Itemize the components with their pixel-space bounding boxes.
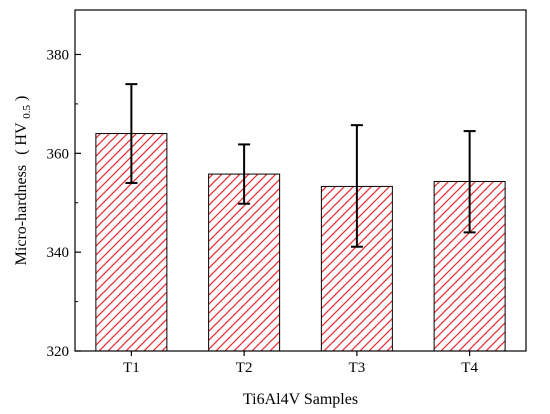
- error-bar-t2: [238, 143, 251, 205]
- y-axis-label-subscript: 0.5: [21, 105, 33, 119]
- error-bars-layer: [125, 83, 476, 248]
- x-tick-label-t1: T1: [123, 360, 140, 376]
- y-axis-label-close: ): [13, 96, 30, 101]
- x-tick-label-t3: T3: [349, 360, 366, 376]
- x-tick-label-t2: T2: [236, 360, 253, 376]
- y-tick-label-380: 380: [47, 47, 70, 63]
- error-bar-t1: [125, 83, 138, 184]
- y-tick-label-360: 360: [47, 146, 70, 162]
- y-axis: 320 340 360 380: [47, 47, 81, 360]
- bars-layer: [95, 133, 506, 352]
- x-tick-label-t4: T4: [461, 360, 478, 376]
- error-bar-t4: [463, 130, 476, 234]
- x-axis-label: Ti6Al4V Samples: [243, 391, 358, 408]
- y-tick-label-320: 320: [47, 344, 70, 360]
- y-axis-label-text: Micro-hardness: [13, 165, 30, 265]
- error-bar-t3: [350, 124, 363, 248]
- plot-frame: [74, 9, 527, 352]
- y-tick-label-340: 340: [47, 245, 70, 261]
- y-axis-label: Micro-hardness ( HV 0.5 ): [13, 96, 34, 266]
- y-axis-label-open: (: [13, 150, 30, 155]
- x-axis: T1 T2 T3 T4: [123, 351, 478, 376]
- y-axis-label-unit: HV: [13, 122, 30, 146]
